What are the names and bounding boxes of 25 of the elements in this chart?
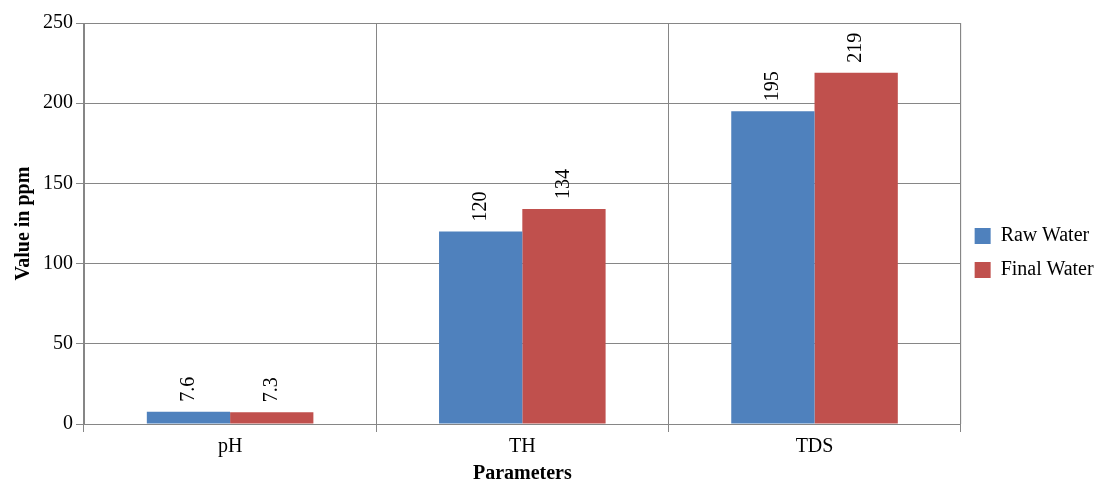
x-tick-label: TH [508,434,536,457]
x-axis-title: Parameters [472,461,572,484]
y-tick-label: 200 [43,90,73,113]
bar [522,209,606,424]
bar [814,72,898,424]
data-label: 195 [760,71,783,102]
data-label: 7.3 [259,377,281,403]
y-tick-label: 50 [53,331,73,354]
bar [230,412,314,424]
legend-label: Final Water [1000,257,1094,280]
bar [146,411,231,424]
y-axis-title: Value in ppm [11,166,35,281]
y-tick-label: 250 [43,10,73,33]
data-label: 219 [843,32,866,63]
x-tick-label: pH [217,434,243,458]
bar [439,231,523,424]
bar [731,111,815,424]
y-tick-label: 100 [43,250,73,273]
data-label: 120 [467,191,490,222]
x-tick-label: TDS [795,434,834,457]
y-tick-label: 0 [63,411,73,434]
legend-label: Raw Water [1000,223,1090,246]
y-tick-label: 150 [43,170,73,193]
data-label: 7.6 [175,376,198,402]
data-label: 134 [551,169,574,200]
